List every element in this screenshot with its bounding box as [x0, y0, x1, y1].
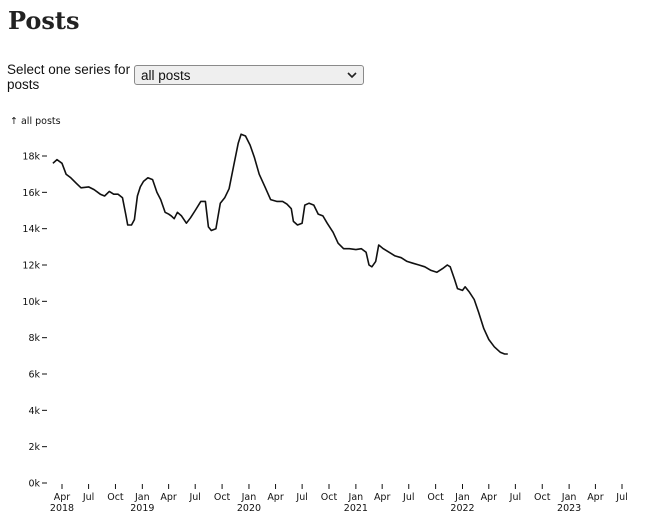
x-tick-label: Oct	[107, 492, 124, 503]
y-tick-label: 12k	[22, 261, 40, 272]
x-tick-label: Jul	[295, 492, 307, 503]
y-tick-label: 16k	[22, 188, 40, 199]
x-tick-label: Jan	[241, 492, 257, 503]
x-tick-label: Apr	[160, 492, 177, 503]
x-tick-label: Apr	[54, 492, 71, 503]
y-tick-label: 10k	[22, 297, 40, 308]
x-tick-label: Oct	[321, 492, 338, 503]
x-tick-label: Jul	[188, 492, 200, 503]
x-tick-label: Apr	[267, 492, 284, 503]
x-tick-year-label: 2021	[344, 503, 368, 514]
series-line	[52, 133, 508, 355]
x-tick-label: Apr	[587, 492, 604, 503]
x-tick-label: Jul	[82, 492, 94, 503]
chevron-down-icon	[347, 72, 357, 79]
x-tick-year-label: 2022	[450, 503, 474, 514]
y-tick-label: 18k	[22, 152, 40, 163]
x-tick-year-label: 2023	[557, 503, 581, 514]
x-tick-label: Jul	[509, 492, 521, 503]
series-select[interactable]: all posts	[134, 65, 364, 85]
y-tick-label: 4k	[28, 406, 40, 417]
y-tick-label: 0k	[28, 479, 40, 490]
y-axis-label: ↑ all posts	[10, 116, 61, 127]
x-tick-label: Apr	[374, 492, 391, 503]
y-tick-label: 8k	[28, 333, 40, 344]
x-tick-label: Apr	[481, 492, 498, 503]
y-tick-label: 6k	[28, 370, 40, 381]
x-tick-label: Oct	[427, 492, 444, 503]
x-tick-label: Jul	[402, 492, 414, 503]
x-tick-label: Jul	[615, 492, 627, 503]
series-layer	[52, 133, 508, 355]
x-tick-label: Jan	[348, 492, 364, 503]
x-tick-label: Jan	[454, 492, 470, 503]
x-tick-year-label: 2019	[130, 503, 154, 514]
x-tick-label: Oct	[214, 492, 231, 503]
x-tick-year-label: 2018	[50, 503, 74, 514]
series-selector-label: Select one series for posts	[7, 62, 131, 92]
x-tick-label: Jan	[561, 492, 577, 503]
posts-line-chart: ↑ all posts 0k 2k 4k 6k 8k 10k 12k 14k 16k 18k Ap…	[10, 116, 628, 514]
y-tick-label: 2k	[28, 442, 40, 453]
y-tick-label: 14k	[22, 224, 40, 235]
y-axis: 0k 2k 4k 6k 8k 10k 12k 14k 16k 18k	[22, 152, 47, 490]
x-tick-year-label: 2020	[237, 503, 261, 514]
x-tick-label: Jan	[134, 492, 150, 503]
page-title: Posts	[8, 6, 80, 35]
x-tick-label: Oct	[534, 492, 551, 503]
series-select-value: all posts	[141, 68, 191, 83]
